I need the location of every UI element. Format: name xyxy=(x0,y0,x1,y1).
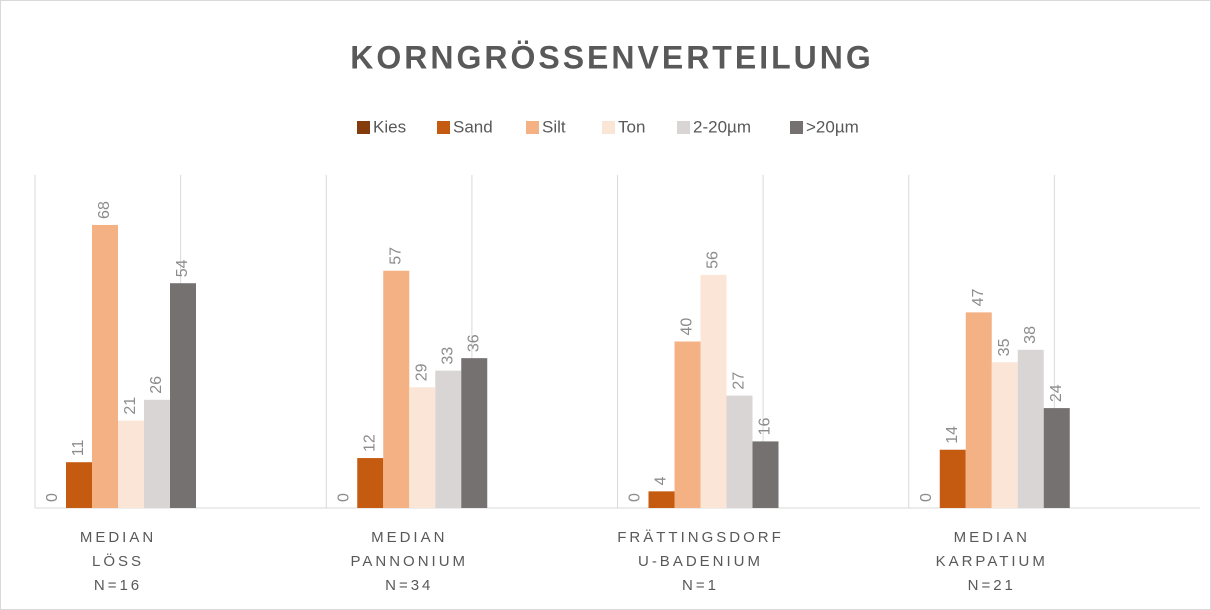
data-label: 12 xyxy=(361,434,378,452)
bar xyxy=(1043,408,1070,508)
data-label: 0 xyxy=(335,493,352,502)
bar xyxy=(383,270,410,508)
legend-label: Silt xyxy=(542,117,566,136)
x-tick-label: FRÄTTINGSDORF xyxy=(617,529,784,546)
data-label: 24 xyxy=(1048,384,1065,402)
data-label: 0 xyxy=(918,493,935,502)
bar xyxy=(991,362,1018,508)
bar xyxy=(357,458,384,508)
x-tick-label: MEDIAN xyxy=(371,529,447,546)
data-label: 36 xyxy=(465,334,482,352)
x-tick-label: LÖSS xyxy=(92,552,144,570)
bar xyxy=(435,370,462,508)
data-label: 54 xyxy=(174,259,191,277)
data-label: 14 xyxy=(944,426,961,444)
legend-swatch xyxy=(790,121,803,134)
x-tick-label: N=21 xyxy=(968,577,1016,594)
legend-swatch xyxy=(602,121,615,134)
bar xyxy=(700,274,727,508)
bar xyxy=(92,224,118,508)
data-label: 56 xyxy=(705,251,722,269)
data-label: 33 xyxy=(439,347,456,365)
bar xyxy=(66,462,92,508)
legend-label: Kies xyxy=(373,117,406,136)
bar xyxy=(461,358,488,508)
data-label: 40 xyxy=(679,318,696,336)
chart-title: KORNGRÖSSENVERTEILUNG xyxy=(350,39,873,75)
legend-swatch xyxy=(677,121,690,134)
data-label: 57 xyxy=(387,247,404,265)
x-tick-label: N=34 xyxy=(385,577,433,594)
bar xyxy=(144,399,170,508)
legend-swatch xyxy=(526,121,539,134)
data-label: 27 xyxy=(731,372,748,390)
bar xyxy=(965,312,992,508)
data-label: 38 xyxy=(1022,326,1039,344)
x-tick-label: PANNONIUM xyxy=(350,553,468,570)
legend-swatch xyxy=(437,121,450,134)
x-tick-label: KARPATIUM xyxy=(936,553,1048,570)
x-tick-label: N=16 xyxy=(94,577,142,594)
legend-label: 2-20µm xyxy=(693,117,751,136)
bar xyxy=(118,420,144,508)
x-tick-label: U-BADENIUM xyxy=(638,553,763,570)
data-label: 29 xyxy=(413,363,430,381)
bar xyxy=(409,387,436,508)
bar xyxy=(939,449,966,508)
bar xyxy=(1017,349,1044,508)
data-label: 0 xyxy=(627,493,644,502)
x-tick-label: N=1 xyxy=(682,577,719,594)
legend-swatch xyxy=(357,121,370,134)
bar xyxy=(648,491,675,508)
legend-label: Ton xyxy=(618,117,645,136)
bar xyxy=(170,283,196,508)
data-label: 11 xyxy=(70,440,87,457)
data-label: 21 xyxy=(122,397,139,415)
bar xyxy=(674,341,701,508)
data-label: 47 xyxy=(970,288,987,306)
data-label: 4 xyxy=(653,476,670,485)
data-label: 68 xyxy=(96,201,113,219)
legend-label: Sand xyxy=(453,117,493,136)
data-label: 26 xyxy=(148,376,165,394)
data-label: 0 xyxy=(44,493,61,502)
bar xyxy=(752,441,779,508)
data-label: 35 xyxy=(996,338,1013,356)
x-tick-label: MEDIAN xyxy=(954,529,1030,546)
bar xyxy=(726,395,753,508)
x-tick-label: MEDIAN xyxy=(80,529,156,546)
legend-label: >20µm xyxy=(806,117,859,136)
data-label: 16 xyxy=(757,418,774,436)
